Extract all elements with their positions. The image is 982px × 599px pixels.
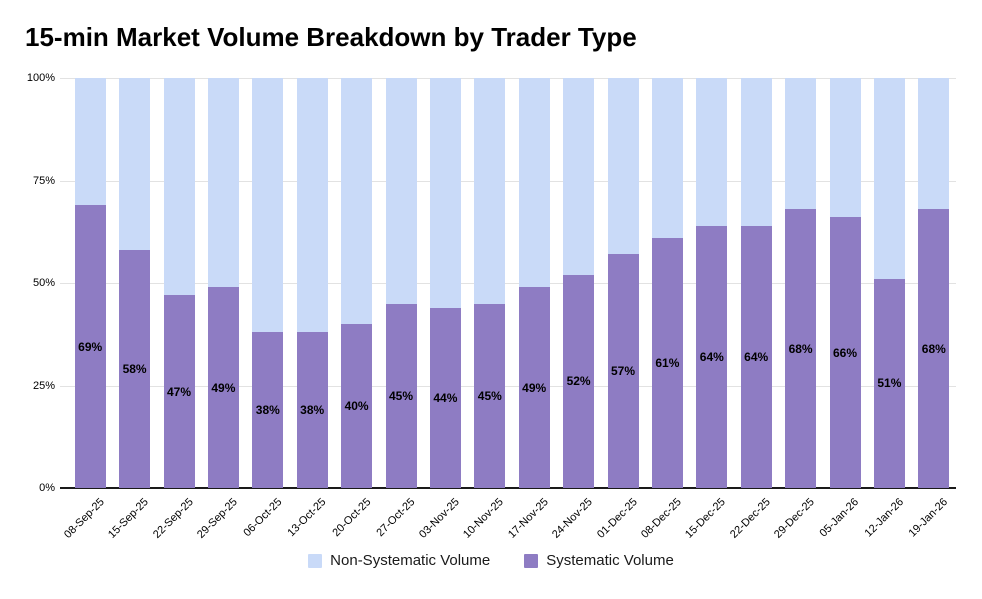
bar-data-label: 40%	[344, 399, 369, 413]
bar-data-label: 64%	[699, 349, 724, 364]
bar-segment-systematic	[563, 274, 595, 488]
bar-segment-systematic	[429, 307, 461, 488]
y-axis-tick-label: 25%	[32, 379, 55, 392]
bar-segment-systematic	[296, 332, 328, 488]
x-axis-tick-label: 24-Nov-25	[550, 496, 596, 541]
bar-data-label: 68%	[788, 341, 813, 356]
x-axis-line	[60, 487, 956, 489]
x-axis-tick-label: 08-Dec-25	[639, 496, 684, 541]
bar-data-label: 69%	[78, 339, 103, 354]
bar-segment-non-systematic	[740, 78, 772, 226]
bar-data-label: 45%	[477, 388, 502, 403]
bar-segment-systematic	[740, 225, 772, 488]
bar-segment-systematic	[163, 295, 195, 488]
bar-segment-non-systematic	[74, 78, 106, 206]
bar-segment-systematic	[518, 287, 550, 488]
bar-segment-non-systematic	[119, 78, 151, 251]
gridline	[60, 78, 956, 79]
gridline	[60, 283, 956, 284]
bar-segment-non-systematic	[341, 78, 373, 324]
gridline	[60, 385, 956, 387]
bar-segment-non-systematic	[429, 78, 461, 308]
x-axis-tick-label: 17-Nov-25	[505, 496, 551, 541]
y-axis-tick-label: 0%	[39, 482, 55, 494]
bar-segment-non-systematic	[873, 78, 905, 279]
legend-label-non-systematic: Non-Systematic Volume	[330, 552, 491, 569]
bar-data-label: 45%	[388, 388, 414, 403]
bar-segment-systematic	[829, 217, 861, 488]
x-axis-tick-label: 10-Nov-25	[461, 496, 507, 541]
bar-data-label: 38%	[255, 403, 280, 418]
bar-segment-systematic	[74, 205, 106, 488]
x-axis-tick-label: 15-Sep-25	[106, 496, 152, 541]
x-axis-tick-label: 27-Oct-25	[374, 496, 418, 540]
bar-data-label: 51%	[877, 376, 902, 391]
bar-segment-non-systematic	[607, 78, 639, 255]
x-axis-tick-label: 03-Nov-25	[417, 496, 462, 541]
bar-segment-non-systematic	[829, 78, 861, 218]
bar-data-label: 49%	[522, 380, 547, 395]
y-axis-tick-label: 50%	[32, 277, 55, 289]
legend-label-systematic: Systematic Volume	[546, 552, 674, 569]
x-axis-tick-label: 08-Sep-25	[61, 496, 107, 541]
bar-segment-systematic	[341, 324, 373, 488]
x-axis-tick-label: 05-Jan-26	[817, 496, 862, 540]
bar-segment-systematic	[918, 209, 950, 488]
bar-data-label: 66%	[832, 345, 858, 360]
bar-segment-systematic	[385, 303, 417, 488]
x-axis-tick-label: 01-Dec-25	[594, 496, 640, 541]
bar-segment-non-systematic	[296, 78, 328, 333]
x-axis-tick-label: 12-Jan-26	[862, 496, 906, 540]
legend-swatch-systematic	[524, 553, 539, 568]
gridline	[60, 180, 956, 182]
x-axis-tick-label: 22-Sep-25	[150, 496, 196, 541]
bar-segment-non-systematic	[563, 78, 595, 275]
legend-item-systematic: Systematic Volume	[524, 552, 674, 569]
bar-segment-non-systematic	[696, 78, 728, 226]
bar-segment-non-systematic	[474, 78, 506, 304]
bar-segment-systematic	[651, 237, 683, 488]
bar-segment-non-systematic	[918, 78, 950, 210]
bar-segment-systematic	[873, 278, 905, 488]
bar-segment-non-systematic	[785, 78, 817, 210]
bar-segment-systematic	[696, 225, 728, 488]
x-axis-tick-label: 29-Sep-25	[195, 496, 240, 541]
bar-segment-non-systematic	[207, 78, 239, 288]
bar-data-label: 58%	[122, 362, 147, 377]
bar-data-label: 64%	[744, 349, 769, 364]
legend-item-non-systematic: Non-Systematic Volume	[308, 552, 490, 569]
legend-swatch-non-systematic	[308, 553, 323, 568]
bar-segment-systematic	[607, 254, 639, 488]
bar-segment-systematic	[119, 250, 151, 488]
bar-segment-systematic	[207, 287, 239, 488]
bar-segment-non-systematic	[163, 78, 195, 296]
bar-data-label: 44%	[433, 390, 458, 405]
legend: Non-Systematic Volume Systematic Volume	[0, 552, 982, 569]
x-axis-tick-label: 20-Oct-25	[330, 496, 374, 540]
chart-title: 15-min Market Volume Breakdown by Trader…	[25, 22, 637, 52]
bar-data-label: 52%	[566, 374, 591, 389]
bar-data-label: 61%	[655, 355, 680, 370]
bar-segment-non-systematic	[518, 78, 550, 288]
bar-segment-systematic	[785, 209, 817, 488]
bar-segment-non-systematic	[385, 78, 417, 304]
bar-data-label: 57%	[610, 364, 636, 379]
bar-data-label: 47%	[166, 384, 192, 399]
bar-data-label: 38%	[300, 403, 325, 418]
y-axis-tick-label: 100%	[26, 72, 55, 84]
bar-segment-non-systematic	[252, 78, 284, 333]
x-axis-tick-label: 29-Dec-25	[772, 496, 818, 541]
x-axis-tick-label: 06-Oct-25	[241, 496, 285, 540]
bar-segment-non-systematic	[651, 78, 683, 238]
x-axis-tick-label: 13-Oct-25	[285, 496, 329, 540]
bar-data-label: 68%	[921, 341, 946, 356]
bar-data-label: 49%	[211, 380, 236, 395]
x-axis-tick-label: 19-Jan-26	[906, 496, 951, 540]
bar-segment-systematic	[252, 332, 284, 488]
y-axis-tick-label: 75%	[32, 174, 55, 187]
bar-segment-systematic	[474, 303, 506, 488]
x-axis-tick-label: 22-Dec-25	[727, 496, 773, 541]
x-axis-tick-label: 15-Dec-25	[683, 496, 729, 541]
